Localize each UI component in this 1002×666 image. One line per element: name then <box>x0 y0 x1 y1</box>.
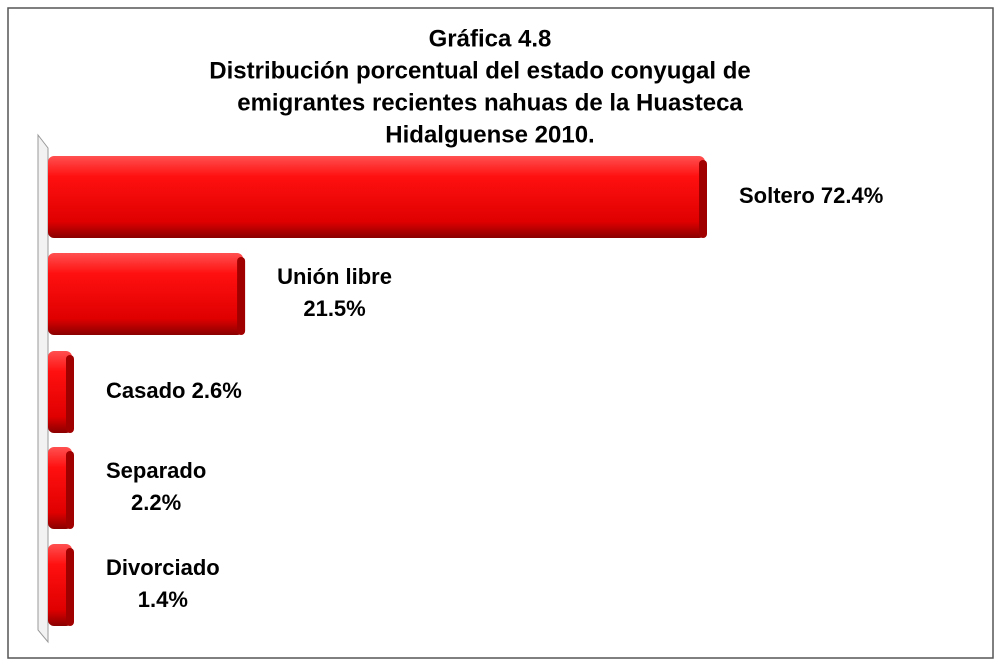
bar-end <box>66 548 74 626</box>
value-label: 2.6% <box>192 378 242 403</box>
data-label: Soltero 72.4% <box>739 183 883 208</box>
value-label: 1.4% <box>138 587 188 612</box>
bar-end <box>699 160 707 238</box>
chart-title: Hidalguense 2010. <box>385 121 594 148</box>
chart-title: Gráfica 4.8 <box>429 25 552 52</box>
wall <box>37 133 49 644</box>
value-label: 21.5% <box>303 296 365 321</box>
value-label: 2.2% <box>131 490 181 515</box>
category-label: Unión libre <box>277 264 392 289</box>
bar <box>48 156 705 238</box>
category-label: Divorciado <box>106 555 220 580</box>
category-label: Separado <box>106 458 206 483</box>
value-label: 72.4% <box>821 183 883 208</box>
category-label: Soltero <box>739 183 815 208</box>
data-label: Casado 2.6% <box>106 378 242 403</box>
bar-end <box>237 257 246 335</box>
chart-title: Distribución porcentual del estado conyu… <box>209 57 750 84</box>
bar-end <box>66 451 74 529</box>
chart-title: emigrantes recientes nahuas de la Huaste… <box>237 89 743 116</box>
category-label: Casado <box>106 378 185 403</box>
bar <box>48 253 244 335</box>
bar-end <box>66 355 74 433</box>
